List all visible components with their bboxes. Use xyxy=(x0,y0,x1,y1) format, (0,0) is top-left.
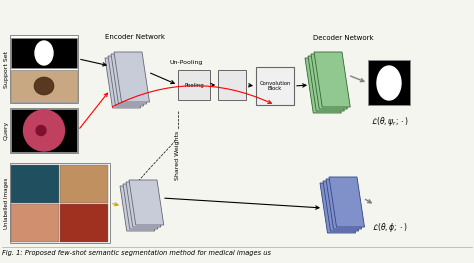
Bar xyxy=(10,163,110,243)
Bar xyxy=(256,67,294,105)
Ellipse shape xyxy=(377,66,401,100)
Polygon shape xyxy=(114,52,149,102)
Bar xyxy=(10,35,78,103)
Polygon shape xyxy=(323,181,358,231)
Text: Encoder Network: Encoder Network xyxy=(105,34,165,40)
Polygon shape xyxy=(120,186,155,231)
Polygon shape xyxy=(111,54,146,104)
Text: Support Set: Support Set xyxy=(3,50,9,88)
Circle shape xyxy=(36,125,46,135)
Text: Shared Weights: Shared Weights xyxy=(175,130,181,180)
Polygon shape xyxy=(105,58,140,108)
Text: Query: Query xyxy=(3,121,9,140)
Ellipse shape xyxy=(34,77,54,95)
Ellipse shape xyxy=(35,41,53,65)
Bar xyxy=(178,70,210,100)
Text: Pooling: Pooling xyxy=(184,83,204,88)
Text: Fig. 1: Proposed few-shot semantic segmentation method for medical images us: Fig. 1: Proposed few-shot semantic segme… xyxy=(2,250,271,256)
Bar xyxy=(11,38,77,68)
Bar xyxy=(11,109,77,152)
Polygon shape xyxy=(126,182,161,227)
Bar xyxy=(60,204,108,242)
Polygon shape xyxy=(123,184,158,229)
Polygon shape xyxy=(311,54,347,109)
Polygon shape xyxy=(314,52,350,107)
Text: Un-Pooling: Un-Pooling xyxy=(169,60,203,65)
Polygon shape xyxy=(308,56,344,111)
Polygon shape xyxy=(320,183,356,233)
Text: Convolution
Block: Convolution Block xyxy=(259,80,291,92)
Polygon shape xyxy=(326,179,362,229)
Polygon shape xyxy=(129,180,164,225)
Bar xyxy=(60,165,108,203)
Text: $\mathcal{L}(\theta, \phi; \cdot)$: $\mathcal{L}(\theta, \phi; \cdot)$ xyxy=(372,221,408,235)
Bar xyxy=(11,165,59,203)
Circle shape xyxy=(24,110,64,151)
Bar xyxy=(11,70,77,102)
Text: $\mathcal{L}(\theta, \psi_r; \cdot)$: $\mathcal{L}(\theta, \psi_r; \cdot)$ xyxy=(371,115,409,128)
Bar xyxy=(10,108,78,153)
Bar xyxy=(368,60,410,105)
Polygon shape xyxy=(108,56,144,106)
Polygon shape xyxy=(329,177,365,227)
Text: Unlabelled Images: Unlabelled Images xyxy=(3,177,9,229)
Text: Decoder Network: Decoder Network xyxy=(313,35,374,41)
Bar xyxy=(218,70,246,100)
Bar xyxy=(11,204,59,242)
Polygon shape xyxy=(305,58,341,113)
